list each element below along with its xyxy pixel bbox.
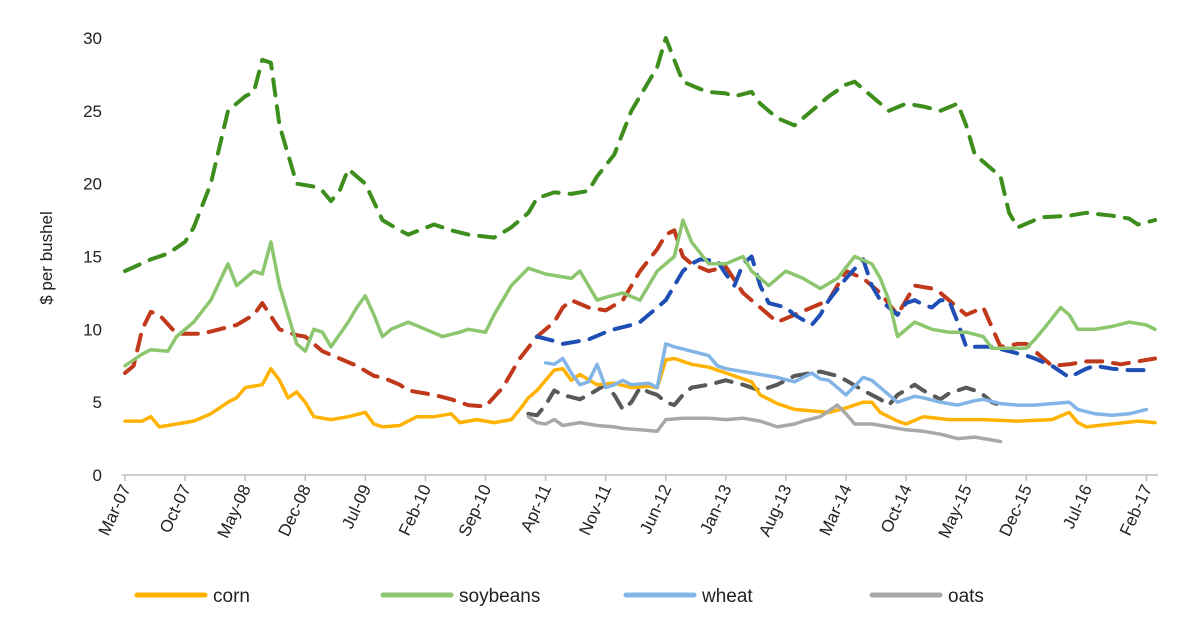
x-tick-label: Jun-12 bbox=[636, 482, 675, 537]
series-line-dashed-7 bbox=[526, 369, 1003, 418]
x-tick-label: May-08 bbox=[214, 482, 255, 541]
x-tick-label: Aug-13 bbox=[755, 482, 795, 540]
series-line-dashed-4 bbox=[123, 36, 1157, 274]
y-tick-label: 15 bbox=[83, 248, 102, 267]
x-tick-label: Dec-15 bbox=[995, 482, 1035, 540]
x-tick-label: Mar-07 bbox=[95, 482, 135, 539]
series-line-dashed-5 bbox=[123, 228, 1157, 409]
x-tick-label: Dec-08 bbox=[274, 482, 314, 540]
legend-label-oats: oats bbox=[948, 586, 984, 607]
x-tick-label: Feb-17 bbox=[1116, 482, 1156, 539]
y-tick-label: 25 bbox=[83, 102, 102, 121]
x-tick-label: Feb-10 bbox=[395, 482, 435, 539]
x-tick-label: Jul-16 bbox=[1059, 482, 1096, 532]
y-tick-label: 5 bbox=[93, 393, 102, 412]
legend-label-wheat: wheat bbox=[701, 586, 753, 607]
y-tick-label: 0 bbox=[93, 466, 102, 485]
x-tick-label: Jan-13 bbox=[696, 482, 735, 537]
x-tick-label: Mar-14 bbox=[816, 482, 856, 539]
x-tick-label: May-15 bbox=[935, 482, 976, 541]
x-tick-label: Jul-09 bbox=[338, 482, 375, 532]
x-tick-label: Oct-14 bbox=[877, 482, 916, 536]
y-axis-title: $ per bushel bbox=[37, 211, 56, 305]
y-tick-label: 20 bbox=[83, 175, 102, 194]
legend: corn soybeans wheat oats bbox=[134, 586, 984, 607]
legend-label-corn: corn bbox=[213, 586, 250, 607]
x-tick-label: Oct-07 bbox=[156, 482, 195, 536]
x-tick-label: Nov-11 bbox=[575, 482, 615, 539]
series-line-dashed-6 bbox=[535, 254, 1149, 380]
y-tick-label: 30 bbox=[83, 29, 102, 48]
series-line-corn bbox=[123, 356, 1157, 429]
x-tick-label: Apr-11 bbox=[517, 482, 555, 535]
y-tick-label: 10 bbox=[83, 320, 102, 339]
series-line-oats bbox=[526, 403, 1003, 444]
x-tick-label: Sep-10 bbox=[455, 482, 495, 540]
series-line-wheat bbox=[543, 342, 1149, 418]
series-line-soybeans bbox=[123, 218, 1157, 368]
legend-label-soybeans: soybeans bbox=[459, 586, 540, 607]
